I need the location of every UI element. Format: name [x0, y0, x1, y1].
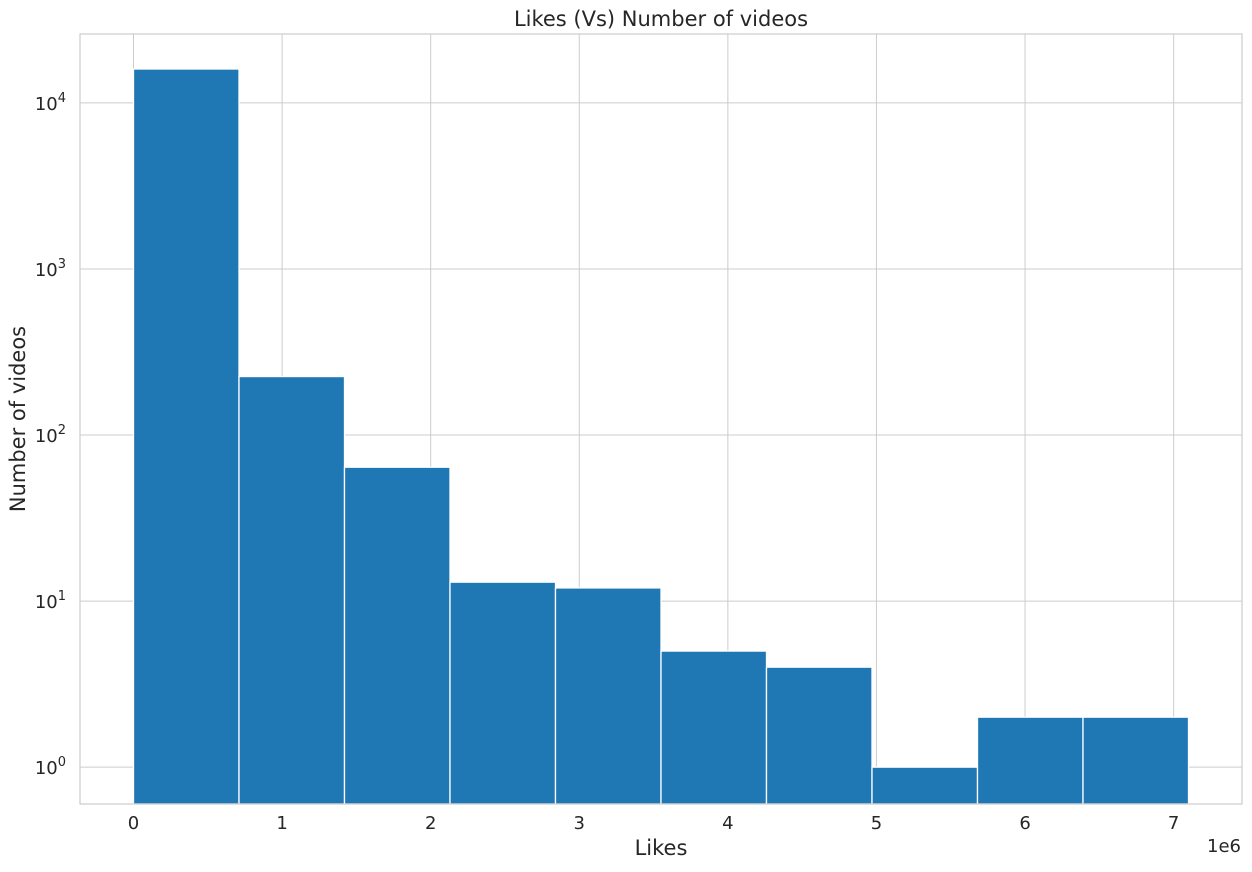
y-axis-label: Number of videos [6, 326, 30, 512]
histogram-bar [449, 581, 557, 805]
histogram-bar [871, 766, 979, 805]
x-ticks: 0 1 2 3 4 5 6 7 [128, 813, 1180, 834]
histogram-bar [238, 375, 346, 805]
histogram-bar [1082, 716, 1190, 805]
x-tick-label: 1 [276, 813, 287, 834]
x-tick-label: 6 [1019, 813, 1030, 834]
y-ticks: 100 101 102 103 104 [35, 91, 66, 779]
histogram-bar [132, 68, 240, 805]
y-tick-label: 102 [35, 423, 66, 447]
bars-layer [132, 68, 1190, 805]
spines-layer [79, 33, 1243, 805]
histogram-bar [554, 587, 662, 805]
x-tick-label: 2 [425, 813, 436, 834]
x-tick-label: 4 [722, 813, 733, 834]
x-axis-offset-label: 1e6 [1207, 836, 1241, 857]
y-tick-label: 100 [35, 755, 66, 779]
x-tick-label: 5 [871, 813, 882, 834]
y-tick-label: 103 [35, 257, 66, 281]
x-tick-label: 0 [128, 813, 139, 834]
y-tick-label: 104 [35, 91, 66, 115]
histogram-bar [976, 716, 1084, 805]
x-tick-label: 7 [1168, 813, 1179, 834]
histogram-bar [765, 666, 873, 805]
chart-title: Likes (Vs) Number of videos [514, 7, 808, 31]
x-tick-label: 3 [574, 813, 585, 834]
histogram-bar [660, 650, 768, 805]
y-tick-label: 101 [35, 589, 66, 613]
histogram-bar [343, 466, 451, 805]
x-axis-label: Likes [635, 836, 688, 860]
plot-frame [79, 33, 1243, 805]
